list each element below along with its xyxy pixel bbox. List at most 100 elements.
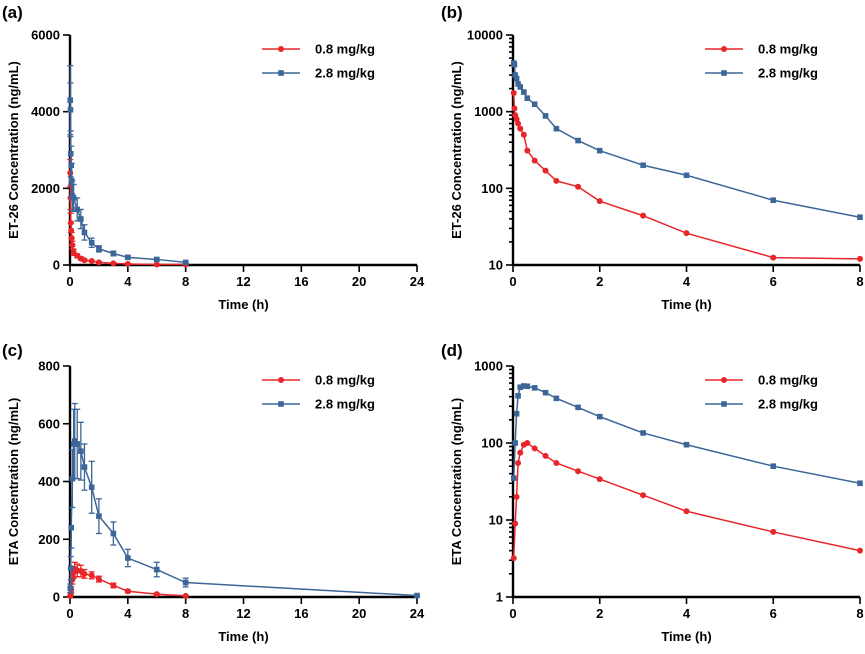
data-point: [182, 592, 189, 599]
data-point: [512, 520, 519, 527]
data-point: [770, 254, 777, 261]
x-tick-label: 16: [294, 606, 308, 621]
data-point: [575, 183, 582, 190]
data-point: [553, 459, 560, 466]
legend-marker: [278, 377, 284, 383]
data-point: [542, 452, 549, 459]
data-point: [683, 230, 690, 237]
data-point: [510, 475, 517, 481]
legend: 0.8 mg/kg 2.8 mg/kg: [705, 42, 818, 81]
legend-label: 0.8 mg/kg: [315, 42, 375, 57]
y-tick-label: 0: [53, 590, 60, 605]
data-point: [770, 463, 777, 469]
data-point: [182, 579, 189, 586]
data-point: [596, 413, 603, 420]
series-high-dose: [67, 402, 420, 599]
legend-marker: [721, 46, 727, 52]
x-tick-label: 24: [410, 606, 425, 621]
x-axis-label: Time (h): [661, 629, 711, 644]
data-point: [515, 81, 521, 87]
legend-label: 0.8 mg/kg: [758, 42, 818, 57]
data-point: [511, 61, 518, 68]
x-tick-label: 4: [683, 274, 691, 289]
x-tick-label: 20: [352, 606, 366, 621]
data-point: [531, 101, 538, 108]
data-point: [153, 256, 160, 263]
series-line: [512, 442, 861, 559]
chart-panel-a: (a) 0 2000 4000 6000 0 4 8 12 16 20 24 Time (h) ET-26…: [2, 3, 425, 312]
series-low-dose: [67, 158, 189, 268]
data-point: [521, 89, 527, 95]
data-point: [524, 95, 531, 101]
y-tick-label: 800: [38, 359, 60, 374]
data-point: [517, 84, 524, 90]
x-tick-label: 8: [182, 606, 189, 621]
data-point: [68, 524, 75, 531]
y-axis-label: ET-26 Concentration (ng/mL): [449, 61, 464, 239]
data-point: [524, 147, 531, 154]
data-point: [78, 216, 84, 222]
data-point: [95, 576, 102, 583]
data-point: [153, 566, 160, 573]
panel-label: (c): [2, 341, 23, 360]
y-tick-label: 0: [53, 258, 60, 273]
y-tick-label: 1000: [474, 104, 503, 119]
legend: 0.8 mg/kg 2.8 mg/kg: [705, 373, 818, 412]
data-point: [70, 195, 77, 201]
data-point: [74, 206, 81, 213]
x-tick-label: 0: [509, 274, 516, 289]
data-point: [857, 547, 863, 554]
data-point: [81, 570, 88, 577]
data-point: [67, 585, 74, 592]
data-point: [640, 430, 646, 436]
x-tick-label: 4: [124, 274, 132, 289]
axis-lines: [511, 35, 860, 267]
data-point: [125, 254, 131, 261]
legend-label: 2.8 mg/kg: [758, 397, 818, 412]
legend-marker: [721, 401, 727, 407]
data-point: [542, 167, 549, 174]
data-point: [521, 383, 527, 389]
data-point: [124, 588, 131, 595]
data-point: [640, 212, 647, 219]
data-point: [515, 459, 522, 466]
y-tick-label: 10: [489, 513, 503, 528]
chart-panel-b: (b) 10 100 1000 10000 0 2 4 6 8 Time (h) ET-26 Conc…: [441, 3, 864, 312]
data-point: [553, 395, 560, 402]
x-tick-label: 4: [683, 606, 691, 621]
data-point: [515, 393, 521, 399]
x-tick-label: 2: [596, 274, 603, 289]
data-point: [81, 257, 88, 264]
data-point: [81, 464, 88, 470]
data-point: [67, 565, 74, 571]
legend-label: 0.8 mg/kg: [758, 373, 818, 388]
legend-label: 2.8 mg/kg: [758, 66, 818, 81]
x-axis-label: Time (h): [218, 297, 268, 312]
y-tick-label: 10000: [467, 28, 503, 43]
data-point: [125, 555, 131, 561]
data-point: [68, 235, 75, 242]
legend-marker: [278, 70, 284, 76]
data-point: [531, 157, 538, 164]
legend-label: 0.8 mg/kg: [315, 373, 375, 388]
data-point: [513, 410, 520, 417]
data-point: [553, 177, 560, 184]
data-point: [542, 389, 549, 396]
data-point: [81, 229, 88, 236]
data-point: [857, 480, 863, 487]
data-point: [524, 440, 531, 446]
data-point: [640, 492, 647, 499]
data-point: [531, 445, 538, 452]
x-axis-label: Time (h): [218, 629, 268, 644]
y-tick-label: 600: [38, 416, 60, 431]
x-tick-label: 12: [236, 274, 250, 289]
y-tick-label: 4000: [31, 104, 60, 119]
legend: 0.8 mg/kg 2.8 mg/kg: [262, 42, 375, 81]
x-tick-label: 0: [66, 606, 73, 621]
data-point: [517, 125, 524, 132]
x-tick-label: 20: [352, 274, 366, 289]
series-line: [69, 439, 418, 597]
data-point: [96, 513, 102, 519]
y-axis-label: ETA Concentration (ng/mL): [6, 398, 21, 566]
data-point: [414, 592, 420, 599]
